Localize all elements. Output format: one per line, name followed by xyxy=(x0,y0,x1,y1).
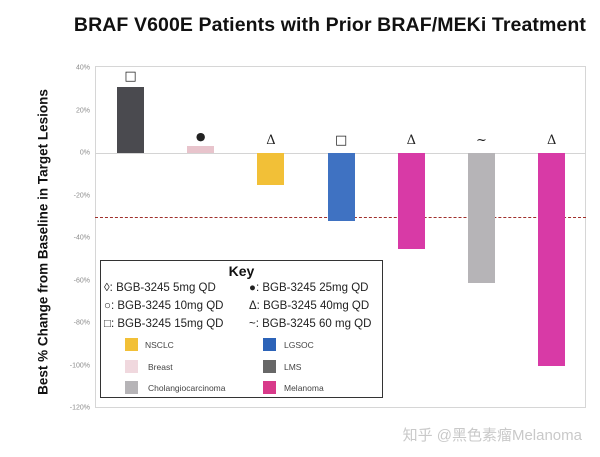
bar-cholangiocarcinoma xyxy=(468,153,495,283)
label-breast: Breast xyxy=(148,362,173,372)
label-nsclc: NSCLC xyxy=(145,340,174,350)
dose-marker-icon: Δ xyxy=(406,133,416,148)
y-tick-label: 40% xyxy=(75,64,90,72)
watermark: 知乎 @黑色素瘤Melanoma xyxy=(402,427,582,444)
y-axis-label: Best % Change from Baseline in Target Le… xyxy=(35,89,51,395)
dose-marker-icon: ● xyxy=(195,129,206,143)
swatch-nsclc xyxy=(125,338,138,351)
y-tick-label: 20% xyxy=(75,107,90,114)
bar-breast xyxy=(187,145,215,153)
dose-5mg: ◊: BGB-3245 5mg QD xyxy=(104,282,216,294)
swatch-cholangiocarcinoma xyxy=(125,381,138,394)
label-melanoma: Melanoma xyxy=(284,383,324,393)
swatch-lms xyxy=(263,360,276,373)
dose-40mg: Δ: BGB-3245 40mg QD xyxy=(249,300,370,312)
y-tick-label: -20% xyxy=(73,192,90,199)
y-tick-label: -60% xyxy=(73,277,90,284)
label-cholangiocarcinoma: Cholangiocarcinoma xyxy=(148,383,226,393)
dose-10mg: ○: BGB-3245 10mg QD xyxy=(104,300,224,312)
label-lms: LMS xyxy=(284,362,302,372)
legend-title: Key xyxy=(228,263,255,279)
label-lgsoc: LGSOC xyxy=(284,340,314,350)
dose-60mg: ~: BGB-3245 60 mg QD xyxy=(249,318,372,330)
y-tick-label: -40% xyxy=(73,234,90,242)
chart-title: BRAF V600E Patients with Prior BRAF/MEKi… xyxy=(73,14,586,36)
dose-15mg: □: BGB-3245 15mg QD xyxy=(104,318,224,330)
swatch-lgsoc xyxy=(263,338,276,351)
bar-melanoma xyxy=(397,153,425,249)
y-tick-label: -80% xyxy=(73,319,90,327)
bar-lms xyxy=(117,87,144,153)
dose-marker-icon: □ xyxy=(334,133,348,148)
swatch-melanoma xyxy=(263,381,276,394)
dose-marker-icon: □ xyxy=(124,69,137,85)
swatch-breast xyxy=(125,360,138,373)
y-tick-label: -120% xyxy=(69,404,90,412)
y-tick-label: -100% xyxy=(69,362,90,369)
dose-marker-icon: ~ xyxy=(476,133,487,148)
dose-marker-icon: Δ xyxy=(266,133,276,148)
dose-25mg: ●: BGB-3245 25mg QD xyxy=(249,282,369,294)
bar-nsclc xyxy=(257,153,285,185)
bar-lgsoc xyxy=(327,153,355,221)
dose-marker-icon: Δ xyxy=(546,133,557,148)
legend-key: Key ◊: BGB-3245 5mg QD ○: BGB-3245 10mg … xyxy=(100,260,383,398)
bar-melanoma xyxy=(538,153,566,366)
y-tick-label: 0% xyxy=(79,149,90,157)
